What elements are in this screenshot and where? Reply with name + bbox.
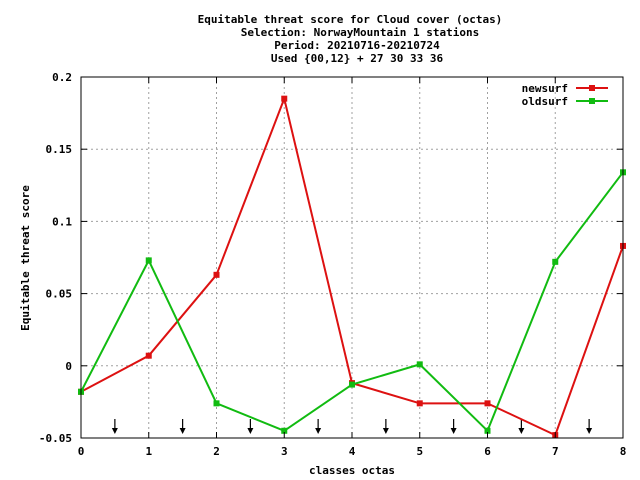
data-point [145, 352, 152, 359]
x-tick-label: 4 [349, 445, 356, 458]
title-line-3: Period: 20210716-20210724 [274, 39, 440, 52]
x-tick-label: 2 [213, 445, 220, 458]
down-arrow-icon [315, 419, 322, 434]
x-axis-label: classes octas [309, 464, 395, 477]
data-point [349, 381, 355, 388]
down-arrow-icon [111, 419, 118, 434]
data-point [213, 271, 220, 278]
x-tick-label: 1 [145, 445, 152, 458]
data-point [213, 400, 220, 407]
legend-item-newsurf: newsurf [522, 82, 608, 95]
y-axis-ticks: -0.05 0 0.05 0.1 0.15 0.2 [39, 71, 623, 445]
data-point [484, 427, 491, 434]
data-point [281, 427, 288, 434]
down-arrow-icon [179, 419, 186, 434]
y-tick-label: -0.05 [39, 432, 72, 445]
down-arrow-icon [586, 419, 593, 434]
data-point [552, 258, 559, 265]
down-arrow-icon [518, 419, 525, 434]
data-point [145, 257, 152, 264]
legend-swatch-point [589, 98, 595, 104]
legend-label: oldsurf [522, 95, 568, 108]
x-tick-label: 8 [620, 445, 627, 458]
legend-item-oldsurf: oldsurf [522, 95, 608, 108]
data-point [281, 95, 288, 102]
arrow-markers [111, 419, 593, 434]
y-tick-label: 0.2 [52, 71, 72, 84]
chart-title: Equitable threat score for Cloud cover (… [198, 13, 503, 65]
legend-label: newsurf [522, 82, 568, 95]
down-arrow-icon [247, 419, 254, 434]
data-point [416, 361, 423, 368]
title-line-2: Selection: NorwayMountain 1 stations [241, 26, 479, 39]
down-arrow-icon [450, 419, 457, 434]
y-tick-label: 0.15 [46, 143, 73, 156]
legend-swatch-point [589, 85, 595, 91]
data-point [416, 400, 423, 407]
y-tick-label: 0.1 [52, 215, 72, 228]
title-line-4: Used {00,12} + 27 30 33 36 [271, 52, 444, 65]
y-tick-label: 0 [65, 360, 72, 373]
title-line-1: Equitable threat score for Cloud cover (… [198, 13, 503, 26]
data-point [484, 400, 491, 407]
x-tick-label: 7 [552, 445, 559, 458]
grid [81, 77, 623, 438]
x-tick-label: 3 [281, 445, 288, 458]
x-tick-label: 0 [78, 445, 85, 458]
x-tick-label: 6 [484, 445, 491, 458]
down-arrow-icon [382, 419, 389, 434]
y-tick-label: 0.05 [46, 288, 73, 301]
y-axis-label: Equitable threat score [19, 185, 32, 331]
x-tick-label: 5 [416, 445, 423, 458]
x-axis-ticks: 0 1 2 3 4 5 6 7 8 [78, 77, 627, 458]
